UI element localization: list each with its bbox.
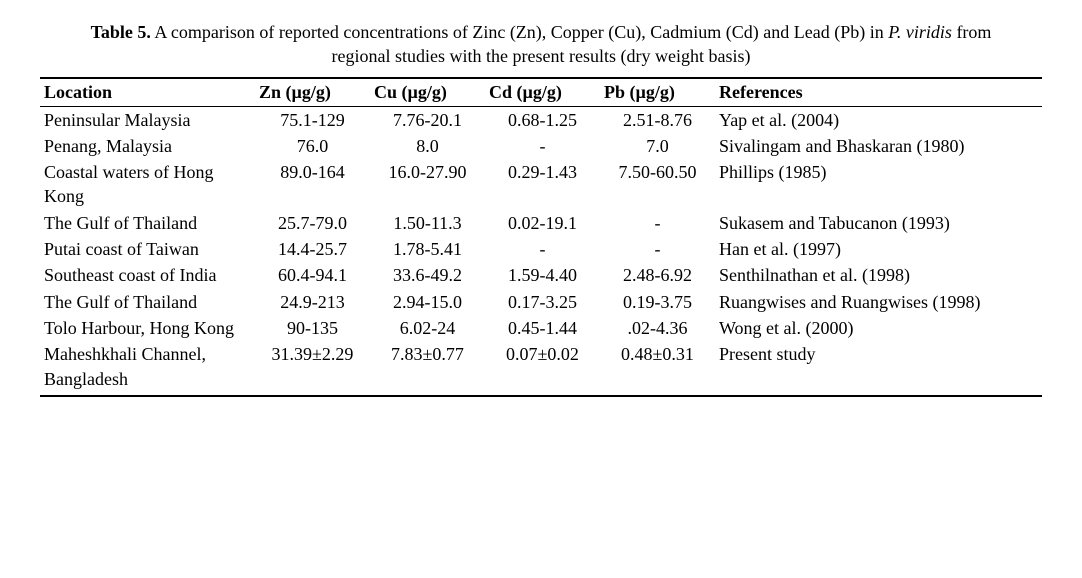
table-row: Tolo Harbour, Hong Kong 90-135 6.02-24 0…	[40, 315, 1042, 341]
cell-cd: 1.59-4.40	[485, 262, 600, 288]
cell-zn: 60.4-94.1	[255, 262, 370, 288]
cell-ref: Phillips (1985)	[715, 159, 1042, 210]
cell-ref: Wong et al. (2000)	[715, 315, 1042, 341]
cell-ref: Senthilnathan et al. (1998)	[715, 262, 1042, 288]
data-table: Location Zn (µg/g) Cu (µg/g) Cd (µg/g) P…	[40, 77, 1042, 397]
cell-location: Peninsular Malaysia	[40, 106, 255, 133]
cell-zn: 25.7-79.0	[255, 210, 370, 236]
cell-cu: 7.83±0.77	[370, 341, 485, 396]
cell-cd: -	[485, 133, 600, 159]
cell-cd: 0.17-3.25	[485, 289, 600, 315]
caption-text-before: A comparison of reported concentrations …	[151, 22, 888, 42]
table-row: The Gulf of Thailand 25.7-79.0 1.50-11.3…	[40, 210, 1042, 236]
cell-location: Coastal waters of Hong Kong	[40, 159, 255, 210]
header-pb: Pb (µg/g)	[600, 78, 715, 107]
cell-location: Putai coast of Taiwan	[40, 236, 255, 262]
cell-location: Southeast coast of India	[40, 262, 255, 288]
table-label: Table 5.	[91, 22, 151, 42]
cell-zn: 90-135	[255, 315, 370, 341]
header-cu: Cu (µg/g)	[370, 78, 485, 107]
header-location: Location	[40, 78, 255, 107]
cell-ref: Present study	[715, 341, 1042, 396]
cell-pb: -	[600, 236, 715, 262]
table-row: Penang, Malaysia 76.0 8.0 - 7.0 Sivaling…	[40, 133, 1042, 159]
table-row: Peninsular Malaysia 75.1-129 7.76-20.1 0…	[40, 106, 1042, 133]
cell-pb: 2.51-8.76	[600, 106, 715, 133]
cell-cu: 8.0	[370, 133, 485, 159]
cell-zn: 14.4-25.7	[255, 236, 370, 262]
cell-zn: 24.9-213	[255, 289, 370, 315]
cell-zn: 76.0	[255, 133, 370, 159]
cell-ref: Yap et al. (2004)	[715, 106, 1042, 133]
cell-pb: 2.48-6.92	[600, 262, 715, 288]
cell-ref: Sukasem and Tabucanon (1993)	[715, 210, 1042, 236]
cell-cd: 0.68-1.25	[485, 106, 600, 133]
cell-cd: 0.07±0.02	[485, 341, 600, 396]
table-header-row: Location Zn (µg/g) Cu (µg/g) Cd (µg/g) P…	[40, 78, 1042, 107]
table-body: Peninsular Malaysia 75.1-129 7.76-20.1 0…	[40, 106, 1042, 396]
cell-zn: 31.39±2.29	[255, 341, 370, 396]
cell-pb: 0.48±0.31	[600, 341, 715, 396]
cell-location: Penang, Malaysia	[40, 133, 255, 159]
cell-location: The Gulf of Thailand	[40, 289, 255, 315]
cell-cu: 7.76-20.1	[370, 106, 485, 133]
cell-zn: 75.1-129	[255, 106, 370, 133]
cell-location: Tolo Harbour, Hong Kong	[40, 315, 255, 341]
cell-zn: 89.0-164	[255, 159, 370, 210]
table-row: Coastal waters of Hong Kong 89.0-164 16.…	[40, 159, 1042, 210]
cell-cd: 0.45-1.44	[485, 315, 600, 341]
cell-cd: -	[485, 236, 600, 262]
table-row: Maheshkhali Channel, Bangladesh 31.39±2.…	[40, 341, 1042, 396]
caption-italic: P. viridis	[888, 22, 952, 42]
header-cd: Cd (µg/g)	[485, 78, 600, 107]
cell-ref: Han et al. (1997)	[715, 236, 1042, 262]
cell-pb: 7.50-60.50	[600, 159, 715, 210]
cell-cu: 6.02-24	[370, 315, 485, 341]
header-ref: References	[715, 78, 1042, 107]
table-row: The Gulf of Thailand 24.9-213 2.94-15.0 …	[40, 289, 1042, 315]
cell-cu: 2.94-15.0	[370, 289, 485, 315]
cell-pb: .02-4.36	[600, 315, 715, 341]
cell-location: Maheshkhali Channel, Bangladesh	[40, 341, 255, 396]
cell-cu: 16.0-27.90	[370, 159, 485, 210]
cell-pb: -	[600, 210, 715, 236]
table-row: Putai coast of Taiwan 14.4-25.7 1.78-5.4…	[40, 236, 1042, 262]
cell-cd: 0.29-1.43	[485, 159, 600, 210]
cell-cu: 1.50-11.3	[370, 210, 485, 236]
cell-cu: 33.6-49.2	[370, 262, 485, 288]
cell-pb: 7.0	[600, 133, 715, 159]
table-row: Southeast coast of India 60.4-94.1 33.6-…	[40, 262, 1042, 288]
header-zn: Zn (µg/g)	[255, 78, 370, 107]
cell-cd: 0.02-19.1	[485, 210, 600, 236]
cell-cu: 1.78-5.41	[370, 236, 485, 262]
table-caption: Table 5. A comparison of reported concen…	[81, 20, 1001, 69]
cell-ref: Ruangwises and Ruangwises (1998)	[715, 289, 1042, 315]
cell-location: The Gulf of Thailand	[40, 210, 255, 236]
cell-ref: Sivalingam and Bhaskaran (1980)	[715, 133, 1042, 159]
cell-pb: 0.19-3.75	[600, 289, 715, 315]
